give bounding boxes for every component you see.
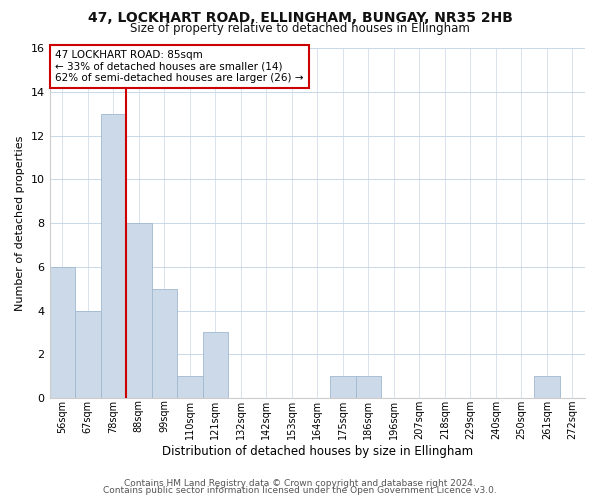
Text: Contains public sector information licensed under the Open Government Licence v3: Contains public sector information licen…	[103, 486, 497, 495]
Bar	[356, 376, 381, 398]
Bar	[534, 376, 560, 398]
Text: Size of property relative to detached houses in Ellingham: Size of property relative to detached ho…	[130, 22, 470, 35]
Bar	[330, 376, 356, 398]
Bar	[126, 223, 152, 398]
Text: 47 LOCKHART ROAD: 85sqm
← 33% of detached houses are smaller (14)
62% of semi-de: 47 LOCKHART ROAD: 85sqm ← 33% of detache…	[55, 50, 304, 83]
Bar	[101, 114, 126, 398]
Bar	[177, 376, 203, 398]
Bar	[152, 288, 177, 398]
X-axis label: Distribution of detached houses by size in Ellingham: Distribution of detached houses by size …	[162, 444, 473, 458]
Bar	[203, 332, 228, 398]
Bar	[50, 267, 75, 398]
Text: 47, LOCKHART ROAD, ELLINGHAM, BUNGAY, NR35 2HB: 47, LOCKHART ROAD, ELLINGHAM, BUNGAY, NR…	[88, 11, 512, 25]
Bar	[75, 310, 101, 398]
Y-axis label: Number of detached properties: Number of detached properties	[15, 136, 25, 310]
Text: Contains HM Land Registry data © Crown copyright and database right 2024.: Contains HM Land Registry data © Crown c…	[124, 478, 476, 488]
